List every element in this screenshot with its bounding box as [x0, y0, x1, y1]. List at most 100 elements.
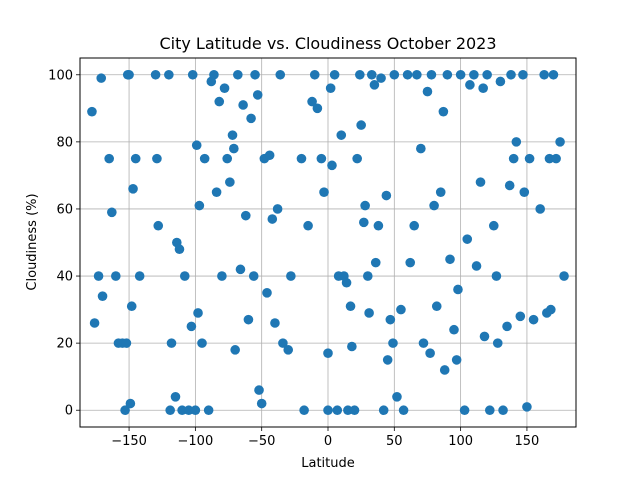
x-tick-label: 100	[448, 434, 473, 449]
data-point	[469, 69, 479, 80]
data-point	[378, 405, 389, 416]
data-point	[230, 345, 240, 355]
data-point	[416, 143, 426, 154]
data-point	[364, 308, 374, 318]
data-point	[126, 301, 137, 312]
data-point	[191, 140, 202, 151]
data-point	[555, 137, 565, 147]
data-point	[479, 331, 490, 342]
data-point	[225, 177, 235, 187]
data-point	[316, 153, 327, 164]
data-point	[422, 86, 433, 97]
data-point	[559, 271, 569, 281]
data-point	[518, 69, 528, 80]
y-tick-label: 60	[56, 202, 73, 217]
data-point	[418, 338, 429, 348]
data-point	[429, 200, 439, 211]
data-point	[449, 324, 459, 335]
data-point	[240, 210, 251, 221]
data-point	[165, 405, 175, 416]
data-point	[254, 385, 264, 395]
data-point	[370, 257, 381, 268]
data-point	[426, 69, 437, 80]
data-point	[502, 321, 512, 332]
data-point	[229, 143, 239, 154]
data-point	[343, 405, 353, 416]
data-point	[475, 177, 486, 187]
data-point	[283, 345, 294, 355]
data-point	[179, 271, 190, 281]
data-point	[214, 96, 225, 107]
data-point	[325, 83, 336, 93]
data-point	[183, 405, 194, 416]
data-point	[87, 106, 97, 117]
data-point	[186, 321, 197, 332]
data-point	[238, 100, 248, 110]
data-point	[462, 234, 473, 244]
data-point	[435, 187, 446, 197]
data-point	[125, 398, 136, 409]
data-point	[89, 318, 100, 328]
data-point	[445, 254, 455, 265]
data-point	[388, 338, 398, 348]
data-point	[252, 90, 263, 100]
data-point	[504, 180, 515, 191]
y-axis-label: Cloudiness (%)	[25, 193, 40, 290]
x-tick-label: 0	[324, 434, 332, 449]
data-point	[248, 271, 259, 281]
data-point	[319, 187, 329, 197]
data-point	[376, 73, 386, 83]
data-point	[124, 69, 134, 80]
data-point	[349, 405, 360, 416]
data-point	[442, 69, 453, 80]
data-point	[506, 69, 516, 80]
data-point	[402, 69, 413, 80]
data-point	[515, 311, 526, 322]
data-point	[199, 153, 210, 164]
data-point	[345, 301, 356, 312]
data-point	[270, 318, 280, 328]
y-tick-label: 40	[56, 270, 73, 285]
data-point	[491, 271, 502, 281]
data-point	[528, 314, 539, 325]
x-tick-label: −150	[111, 434, 147, 449]
data-point	[243, 314, 254, 325]
data-point	[409, 220, 420, 231]
data-point	[373, 220, 384, 231]
data-point	[150, 69, 161, 80]
x-axis-label: Latitude	[301, 456, 355, 471]
data-point	[272, 204, 283, 214]
data-point	[299, 405, 309, 416]
data-point	[309, 69, 320, 80]
y-tick-label: 20	[56, 337, 73, 352]
data-point	[355, 69, 365, 80]
data-point	[356, 120, 366, 130]
y-tick-label: 80	[56, 135, 73, 150]
data-point	[93, 271, 104, 281]
data-point	[451, 355, 462, 365]
data-point	[453, 284, 463, 295]
data-point	[524, 153, 535, 164]
data-point	[323, 348, 333, 359]
data-point	[369, 80, 380, 90]
data-point	[341, 277, 352, 288]
data-points	[87, 69, 569, 416]
y-tick-label: 100	[48, 68, 73, 83]
data-point	[303, 220, 313, 231]
data-point	[166, 338, 177, 348]
data-point	[197, 338, 207, 348]
data-point	[478, 83, 488, 93]
data-point	[482, 69, 492, 80]
data-point	[194, 200, 205, 211]
x-tick-label: 150	[515, 434, 540, 449]
data-point	[264, 150, 275, 161]
data-point	[484, 405, 495, 416]
x-tick-label: −50	[248, 434, 275, 449]
data-point	[307, 96, 317, 107]
data-point	[471, 261, 482, 271]
data-point	[152, 153, 162, 164]
data-point	[439, 365, 450, 375]
data-point	[211, 187, 222, 197]
data-point	[250, 69, 260, 80]
